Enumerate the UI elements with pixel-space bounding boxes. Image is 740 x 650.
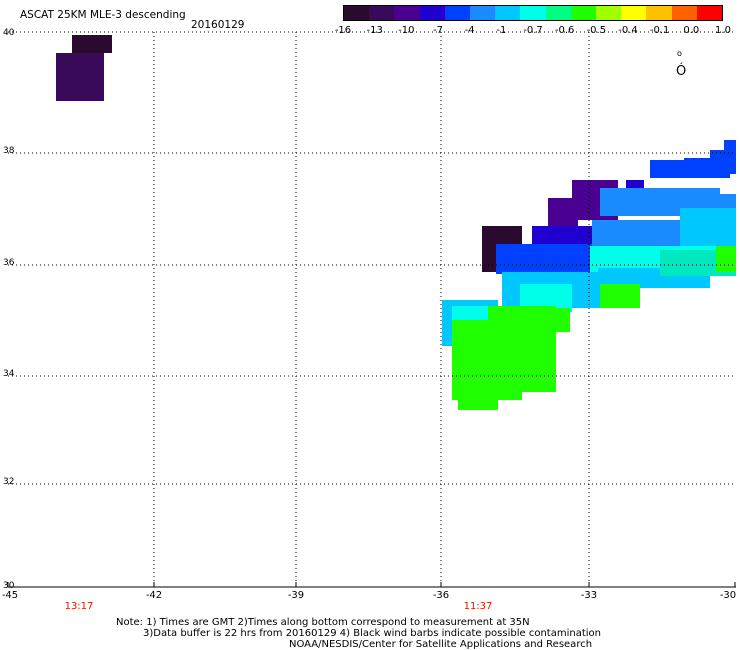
note-line-1: Note: 1) Times are GMT 2)Times along bot…: [116, 617, 530, 628]
lat-label-30: 30: [3, 581, 15, 591]
swath-cell: [548, 198, 578, 228]
swath-cell: [724, 140, 736, 152]
wind-barb-degree: o: [677, 49, 682, 58]
colorbar: [343, 5, 723, 21]
lat-label-38: 38: [3, 146, 15, 156]
lon-label-45: -45: [1, 590, 19, 601]
time-label-1317: 13:17: [64, 601, 94, 612]
swath-cell: [520, 252, 580, 270]
bottom-ticks: [7, 582, 736, 587]
colorbar-label: -7: [433, 25, 443, 36]
colorbar-swatch: [394, 6, 420, 20]
colorbar-swatch: [495, 6, 521, 20]
colorbar-swatch: [671, 6, 697, 20]
colorbar-label: -0.5: [586, 25, 607, 36]
colorbar-swatch: [419, 6, 445, 20]
colorbar-label: -0.7: [523, 25, 543, 36]
colorbar-label: -16: [334, 25, 352, 36]
colorbar-swatch: [621, 6, 647, 20]
lon-label-39: -39: [287, 590, 305, 601]
colorbar-label: 1.0: [715, 25, 731, 36]
swath-cell: [496, 308, 570, 332]
colorbar-label: -1: [496, 25, 507, 36]
colorbar-swatch: [596, 6, 622, 20]
lon-label-33: -33: [580, 590, 598, 601]
swath-cell: [716, 246, 736, 272]
map-title: ASCAT 25KM MLE-3 descending: [20, 9, 186, 21]
swath-cell: [626, 180, 644, 188]
colorbar-swatch: [444, 6, 471, 20]
colorbar-label: -0.4: [618, 25, 638, 36]
colorbar-swatch: [545, 6, 571, 20]
swath-cell: [600, 284, 640, 308]
swath-cell: [452, 350, 522, 400]
note-line-3: NOAA/NESDIS/Center for Satellite Applica…: [289, 639, 593, 650]
colorbar-swatch: [369, 6, 395, 20]
colorbar-swatch: [520, 6, 546, 20]
colorbar-swatch: [344, 6, 370, 20]
lat-label-40: 40: [3, 28, 15, 38]
lat-label-34: 34: [3, 369, 15, 379]
colorbar-label: -10: [398, 25, 415, 36]
graticule: [8, 31, 736, 587]
wind-barb-symbol: Ó: [676, 63, 686, 79]
lon-label-30: -30: [719, 590, 737, 601]
time-label-1137: 11:37: [463, 601, 493, 612]
swath-cell: [458, 394, 498, 410]
swath-cell: [72, 35, 112, 53]
colorbar-swatch: [646, 6, 672, 20]
colorbar-label: -0.6: [554, 25, 575, 36]
colorbar-label: -4: [464, 25, 475, 36]
lat-label-36: 36: [3, 258, 15, 268]
map-date: 20160129: [191, 19, 245, 31]
lon-label-42: -42: [145, 590, 163, 601]
colorbar-swatch: [570, 6, 597, 20]
swath-cell: [680, 208, 736, 248]
lat-label-32: 32: [3, 477, 15, 487]
colorbar-label: -13: [366, 25, 383, 36]
lon-label-36: -36: [432, 590, 450, 601]
colorbar-label: -0.1: [649, 25, 670, 36]
swath-cells: [56, 35, 736, 410]
colorbar-label: 0.0: [683, 25, 700, 36]
swath-cell: [56, 53, 104, 101]
swath-cell: [532, 226, 592, 246]
colorbar-swatch: [470, 6, 496, 20]
note-line-2: 3)Data buffer is 22 hrs from 20160129 4)…: [143, 628, 601, 639]
colorbar-swatch: [696, 6, 723, 20]
